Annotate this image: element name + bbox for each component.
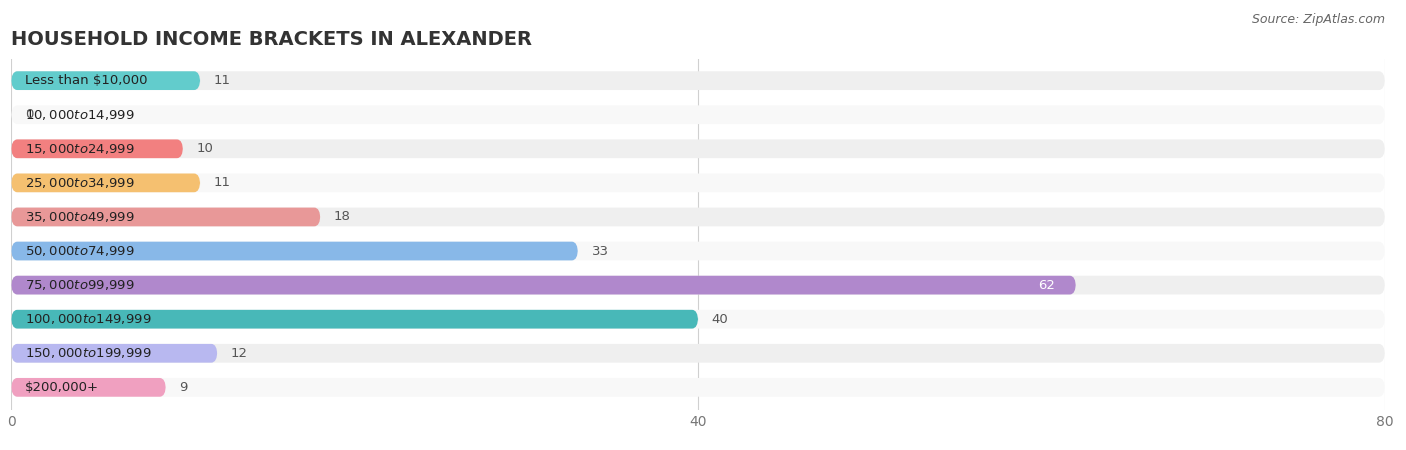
- FancyBboxPatch shape: [11, 207, 1385, 226]
- Text: $10,000 to $14,999: $10,000 to $14,999: [25, 108, 135, 122]
- Text: $200,000+: $200,000+: [25, 381, 98, 394]
- FancyBboxPatch shape: [11, 140, 1385, 158]
- Text: 11: 11: [214, 176, 231, 189]
- FancyBboxPatch shape: [11, 242, 578, 261]
- Text: 33: 33: [592, 244, 609, 257]
- FancyBboxPatch shape: [11, 71, 1385, 90]
- Text: $25,000 to $34,999: $25,000 to $34,999: [25, 176, 135, 190]
- Text: 18: 18: [335, 211, 352, 224]
- Text: 0: 0: [25, 108, 34, 121]
- FancyBboxPatch shape: [11, 140, 183, 158]
- FancyBboxPatch shape: [11, 174, 1385, 192]
- Text: 9: 9: [180, 381, 188, 394]
- Text: 10: 10: [197, 142, 214, 155]
- FancyBboxPatch shape: [11, 276, 1385, 294]
- FancyBboxPatch shape: [11, 242, 1385, 261]
- Text: $15,000 to $24,999: $15,000 to $24,999: [25, 142, 135, 156]
- Text: 40: 40: [711, 313, 728, 326]
- Text: Less than $10,000: Less than $10,000: [25, 74, 148, 87]
- Text: $35,000 to $49,999: $35,000 to $49,999: [25, 210, 135, 224]
- FancyBboxPatch shape: [11, 378, 1385, 397]
- FancyBboxPatch shape: [11, 174, 200, 192]
- Text: Source: ZipAtlas.com: Source: ZipAtlas.com: [1251, 14, 1385, 27]
- FancyBboxPatch shape: [11, 344, 218, 363]
- Text: HOUSEHOLD INCOME BRACKETS IN ALEXANDER: HOUSEHOLD INCOME BRACKETS IN ALEXANDER: [11, 30, 533, 49]
- Text: $150,000 to $199,999: $150,000 to $199,999: [25, 346, 152, 360]
- Text: 11: 11: [214, 74, 231, 87]
- FancyBboxPatch shape: [11, 207, 321, 226]
- FancyBboxPatch shape: [11, 310, 1385, 328]
- Text: 62: 62: [1039, 279, 1056, 292]
- FancyBboxPatch shape: [11, 310, 699, 328]
- Text: 12: 12: [231, 347, 247, 360]
- FancyBboxPatch shape: [11, 71, 200, 90]
- FancyBboxPatch shape: [11, 344, 1385, 363]
- Text: $50,000 to $74,999: $50,000 to $74,999: [25, 244, 135, 258]
- Text: $75,000 to $99,999: $75,000 to $99,999: [25, 278, 135, 292]
- FancyBboxPatch shape: [11, 105, 1385, 124]
- FancyBboxPatch shape: [11, 276, 1076, 294]
- FancyBboxPatch shape: [11, 378, 166, 397]
- Text: $100,000 to $149,999: $100,000 to $149,999: [25, 312, 152, 326]
